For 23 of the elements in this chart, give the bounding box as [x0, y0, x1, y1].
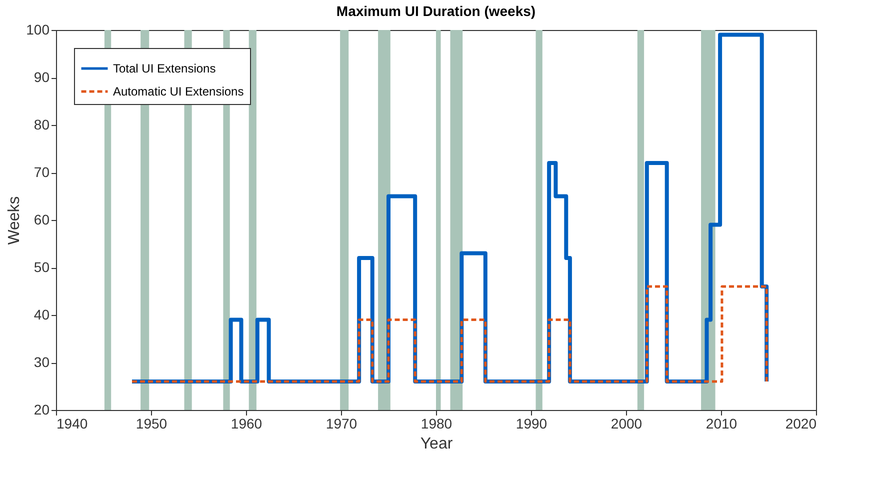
x-tick-label: 1970 [326, 416, 358, 432]
x-tick-label: 1940 [56, 416, 88, 432]
y-tick-label: 80 [34, 116, 50, 132]
legend-label: Automatic UI Extensions [113, 84, 244, 98]
y-tick-label: 50 [34, 259, 50, 275]
legend-label: Total UI Extensions [113, 62, 216, 76]
x-tick-label: 1990 [516, 416, 548, 432]
x-axis-title: Year [420, 436, 454, 452]
x-tick-label: 1960 [230, 416, 262, 432]
y-tick-label: 100 [26, 22, 50, 38]
x-tick-label: 1950 [136, 416, 168, 432]
x-tick-label: 2000 [610, 416, 642, 432]
x-tick-label: 2020 [785, 416, 817, 432]
y-axis-title: Weeks [6, 196, 24, 245]
y-tick-label: 40 [34, 306, 50, 322]
y-tick-label: 90 [34, 69, 50, 85]
x-tick-label: 2010 [706, 416, 738, 432]
y-tick-label: 60 [34, 212, 50, 228]
x-tick-label: 1980 [420, 416, 452, 432]
y-tick-label: 70 [34, 164, 50, 180]
chart-title: Maximum UI Duration (weeks) [336, 3, 536, 19]
y-tick-label: 20 [34, 402, 50, 418]
y-tick-label: 30 [34, 354, 50, 370]
